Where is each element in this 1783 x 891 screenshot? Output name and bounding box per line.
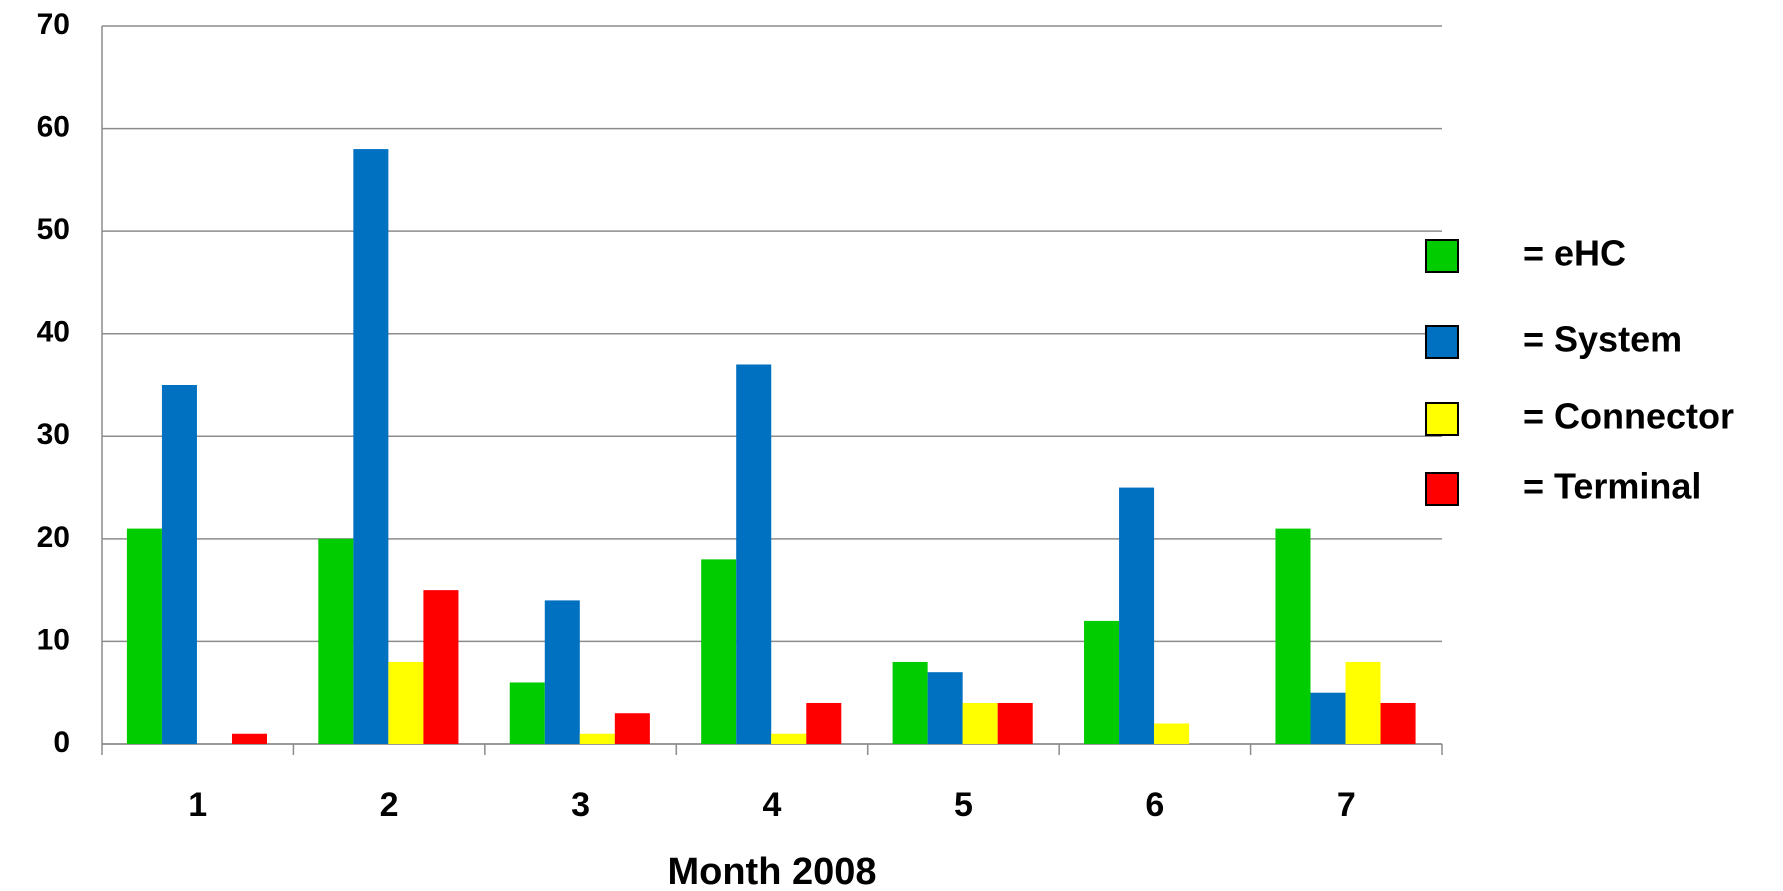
legend-label: = System bbox=[1523, 319, 1682, 360]
bar bbox=[736, 364, 772, 744]
bar bbox=[544, 600, 580, 744]
bar bbox=[423, 590, 459, 744]
x-tick-label: 5 bbox=[954, 786, 973, 824]
legend-label: = Connector bbox=[1523, 396, 1734, 437]
bar bbox=[1345, 661, 1381, 744]
legend-swatch bbox=[1425, 325, 1459, 359]
bar bbox=[997, 702, 1033, 744]
bar bbox=[388, 661, 424, 744]
bar bbox=[1154, 723, 1190, 744]
bar bbox=[318, 538, 354, 744]
legend-swatch bbox=[1425, 472, 1459, 506]
legend-label: = Terminal bbox=[1523, 466, 1701, 507]
bar bbox=[1380, 702, 1416, 744]
x-tick-label: 6 bbox=[1145, 786, 1164, 824]
bar bbox=[771, 733, 807, 744]
bar bbox=[126, 528, 162, 744]
y-tick-label: 20 bbox=[37, 521, 70, 554]
bar bbox=[161, 385, 197, 744]
bar bbox=[1084, 620, 1120, 744]
bar bbox=[1119, 487, 1155, 744]
y-tick-label: 40 bbox=[37, 316, 70, 349]
bar bbox=[892, 661, 928, 744]
y-tick-label: 0 bbox=[53, 726, 70, 759]
y-tick-label: 30 bbox=[37, 418, 70, 451]
bar bbox=[1275, 528, 1311, 744]
bar bbox=[927, 672, 963, 744]
bar bbox=[353, 149, 389, 745]
y-tick-label: 70 bbox=[37, 8, 70, 41]
x-tick-label: 3 bbox=[571, 786, 590, 824]
y-tick-label: 10 bbox=[37, 623, 70, 656]
y-tick-label: 60 bbox=[37, 110, 70, 143]
y-tick-label: 50 bbox=[37, 213, 70, 246]
x-tick-label: 4 bbox=[763, 786, 782, 824]
bar bbox=[509, 682, 545, 744]
bar bbox=[806, 702, 842, 744]
x-axis-label: Month 2008 bbox=[667, 851, 876, 891]
bar bbox=[614, 713, 650, 744]
bar bbox=[1310, 692, 1346, 744]
x-tick-label: 1 bbox=[188, 786, 207, 824]
x-tick-label: 2 bbox=[380, 786, 399, 824]
bar bbox=[701, 559, 737, 744]
legend-swatch bbox=[1425, 402, 1459, 436]
bar bbox=[579, 733, 615, 744]
bar bbox=[231, 733, 268, 744]
legend-label: = eHC bbox=[1523, 233, 1626, 274]
legend-swatch bbox=[1425, 239, 1459, 273]
x-tick-label: 7 bbox=[1337, 786, 1356, 824]
bar bbox=[962, 702, 998, 744]
